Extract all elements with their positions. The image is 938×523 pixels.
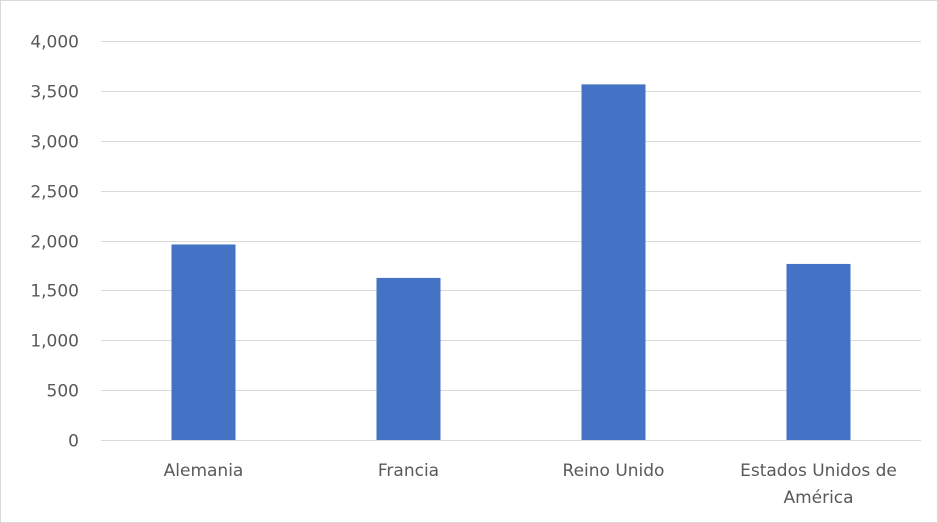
x-category-label: Estados Unidos de América (740, 461, 897, 508)
x-axis-category-labels: Alemania Francia Reino Unido Estados Unidos… (164, 461, 897, 508)
x-category-label: Francia (378, 461, 439, 481)
y-tick-label: 500 (47, 382, 79, 402)
y-tick-label: 4,000 (30, 33, 79, 53)
x-category-label: Alemania (164, 461, 244, 481)
bar-estados-unidos-de-am-rica (786, 263, 851, 440)
bar-francia (376, 277, 441, 440)
y-axis-tick-labels: 0 500 1,000 1,500 2,000 2,500 3,000 3,500 4,000 (30, 33, 79, 452)
y-tick-label: 3,000 (30, 133, 79, 153)
bar-reino-unido (581, 84, 646, 441)
x-category-label: Reino Unido (563, 461, 665, 481)
bars (171, 84, 851, 441)
y-tick-label: 2,500 (30, 183, 79, 203)
y-tick-label: 1,000 (30, 332, 79, 352)
y-tick-label: 2,000 (30, 233, 79, 253)
y-tick-label: 0 (68, 432, 79, 452)
bar-alemania (171, 244, 236, 440)
gridlines (101, 41, 921, 391)
y-tick-label: 3,500 (30, 83, 79, 103)
y-tick-label: 1,500 (30, 282, 79, 302)
